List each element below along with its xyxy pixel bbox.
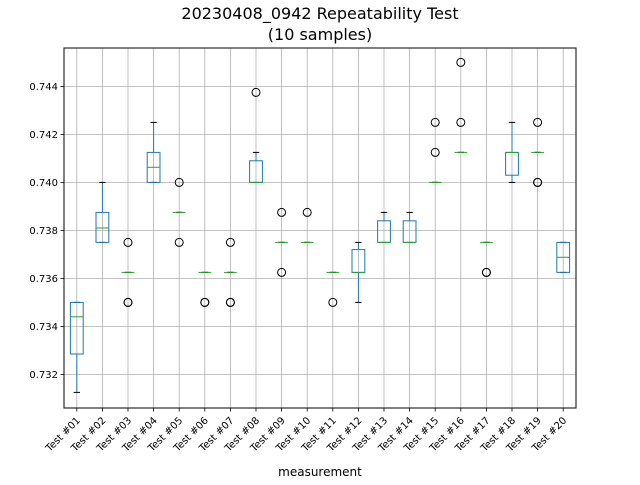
y-tick-label: 0.740	[29, 178, 58, 189]
box-plot	[198, 271, 212, 307]
flier-point	[277, 267, 287, 277]
y-tick-label: 0.744	[29, 82, 58, 93]
y-axis-ticks: 0.732 0.734 0.736 0.738 0.740 0.742 0.744	[29, 82, 64, 381]
box-plot	[121, 237, 135, 307]
flier-point	[430, 147, 440, 157]
x-axis-label: measurement	[278, 465, 362, 479]
box-plot	[275, 207, 288, 277]
box-plot	[377, 211, 391, 243]
box-plot	[351, 241, 366, 303]
flier-point	[200, 297, 210, 307]
flier-point	[174, 237, 184, 247]
box-plot	[69, 301, 84, 393]
flier-point	[225, 237, 235, 247]
flier-point	[251, 87, 261, 97]
box-plot	[249, 87, 263, 183]
boxes	[69, 57, 571, 393]
y-tick-label: 0.736	[29, 274, 58, 285]
box-plot	[505, 121, 519, 183]
chart-subtitle: (10 samples)	[268, 25, 372, 44]
flier-point	[533, 177, 543, 187]
box-plot	[95, 181, 110, 243]
y-tick-label: 0.742	[29, 130, 58, 141]
flier-point	[123, 237, 133, 247]
box-plot	[454, 57, 468, 153]
axes-frame	[63, 47, 577, 409]
flier-point	[277, 207, 287, 217]
box-plot	[556, 241, 571, 273]
flier-point	[123, 297, 133, 307]
box-plot	[224, 237, 237, 307]
y-tick-label: 0.732	[29, 370, 58, 381]
box-plot	[402, 211, 417, 243]
flier-point	[456, 117, 466, 127]
box	[69, 301, 84, 355]
flier-point	[430, 117, 440, 127]
box-plot	[300, 207, 314, 243]
box-plot	[146, 121, 161, 183]
flier-point	[456, 57, 466, 67]
y-tick-label: 0.734	[29, 322, 58, 333]
flier-point	[174, 177, 184, 187]
box-plot	[326, 271, 340, 307]
grid	[64, 48, 576, 408]
y-tick-label: 0.738	[29, 226, 58, 237]
flier-point	[533, 117, 543, 127]
box-plot	[531, 117, 544, 187]
box	[95, 211, 110, 243]
chart-title: 20230408_0942 Repeatability Test	[181, 4, 458, 24]
flier-point	[302, 207, 312, 217]
flier-point	[481, 267, 491, 277]
box-plot	[172, 177, 186, 247]
box-plot	[480, 241, 493, 277]
flier-point	[328, 297, 338, 307]
flier-point	[225, 297, 235, 307]
box-plot	[428, 117, 442, 183]
